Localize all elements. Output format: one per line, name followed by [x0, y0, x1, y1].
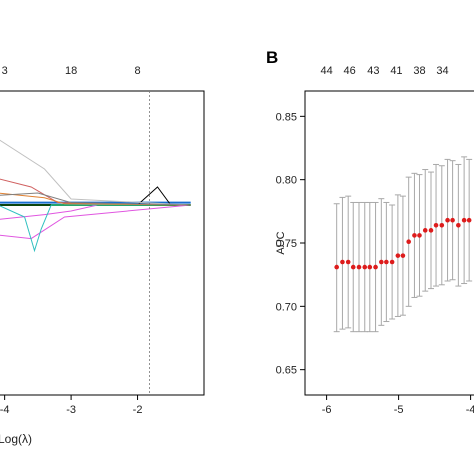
- panel-a-coefficient-path: [0, 204, 191, 240]
- panel-b-auc-point: [400, 253, 406, 258]
- panel-a-top-tick-label: 3: [2, 65, 8, 77]
- panel-a-top-axis: 3 18 8: [2, 65, 141, 77]
- panel-b-auc-point: [389, 259, 395, 265]
- panel-a-lasso-coefficient-plot: -4 -3 -2 3 18 8 Log(λ): [0, 65, 205, 446]
- panel-b-auc-point: [356, 264, 362, 270]
- panel-b-label: B: [266, 48, 278, 67]
- panel-b-top-axis: 44 46 43 41 38 34: [320, 65, 448, 77]
- panel-b-auc-point: [439, 222, 445, 228]
- panel-b-auc-point: [350, 264, 356, 270]
- panel-b-x-axis: -6 -5 -4: [322, 395, 474, 416]
- panel-a-x-axis-label: Log(λ): [0, 432, 32, 446]
- panel-b-auc-point: [461, 217, 467, 223]
- panel-a-x-axis: -4 -3 -2: [0, 395, 142, 416]
- panel-b-auc-point: [466, 217, 472, 223]
- panel-b-auc-point: [433, 222, 439, 228]
- panel-b-auc-point: [362, 264, 368, 270]
- panel-b-auc-point: [373, 264, 378, 270]
- panel-b-auc-point: [412, 233, 417, 238]
- panel-b-top-tick-label: 34: [436, 65, 448, 77]
- panel-b-y-tick-label: 0.70: [276, 301, 297, 313]
- panel-a-x-tick-label: -4: [0, 404, 10, 416]
- panel-b-auc-point: [334, 264, 339, 270]
- panel-b-y-tick-label: 0.65: [276, 365, 297, 377]
- panel-b-auc-point: [422, 228, 428, 233]
- panel-b-auc-point: [456, 222, 461, 228]
- panel-b-plot-frame: [304, 90, 474, 396]
- panel-b-auc-point: [428, 228, 434, 233]
- panel-b-auc-points: [334, 217, 472, 270]
- panel-a-top-tick-label: 8: [134, 65, 140, 77]
- panel-a-x-tick-label: -3: [66, 404, 76, 416]
- panel-b-auc-point: [367, 264, 373, 270]
- panel-b-top-tick-label: 44: [320, 65, 332, 77]
- panel-b-top-tick-label: 46: [344, 65, 356, 77]
- panel-a-plot-frame: [0, 90, 205, 396]
- panel-a-coefficient-path: [0, 139, 191, 206]
- panel-b-x-tick-label: -4: [466, 404, 474, 416]
- panel-b-x-tick-label: -6: [322, 404, 332, 416]
- panel-a-top-tick-label: 18: [65, 65, 77, 77]
- panel-b-y-tick-label: 0.85: [276, 111, 297, 123]
- panel-b-top-tick-label: 43: [367, 65, 379, 77]
- panel-b-auc-point: [395, 253, 401, 258]
- panel-b-y-tick-label: 0.75: [276, 238, 297, 250]
- panel-a-coefficient-path: [0, 192, 191, 206]
- panel-b-auc-point: [445, 217, 450, 223]
- panel-b-error-bars: [333, 156, 473, 333]
- panel-b-top-tick-label: 38: [413, 65, 425, 77]
- panel-a-coefficient-path: [0, 204, 191, 253]
- panel-b-auc-point: [384, 259, 389, 265]
- panel-a-x-tick-label: -2: [133, 404, 143, 416]
- panel-a-coefficient-path: [0, 192, 191, 206]
- panel-a-coefficient-paths: [0, 139, 191, 253]
- panel-b-y-axis-label: AUC: [275, 231, 287, 254]
- panel-b-x-tick-label: -5: [394, 404, 404, 416]
- panel-b-top-tick-label: 41: [390, 65, 402, 77]
- panel-a-coefficient-path: [0, 204, 191, 220]
- panel-b-auc-point: [340, 259, 345, 265]
- panel-b-auc-point: [345, 259, 351, 265]
- panel-b-auc-plot: B -6 -5 -4 0.65 0.70 0.75 0.80 0.85 44 46 43 41 38…: [266, 48, 474, 416]
- panel-a-coefficient-path: [0, 178, 191, 206]
- panel-b-auc-point: [406, 239, 411, 245]
- panel-b-y-tick-label: 0.80: [276, 175, 297, 187]
- panel-b-auc-point: [417, 233, 422, 238]
- panel-b-auc-point: [450, 217, 455, 223]
- panel-b-auc-point: [379, 259, 384, 265]
- panel-b-y-axis: 0.65 0.70 0.75 0.80 0.85: [276, 111, 305, 377]
